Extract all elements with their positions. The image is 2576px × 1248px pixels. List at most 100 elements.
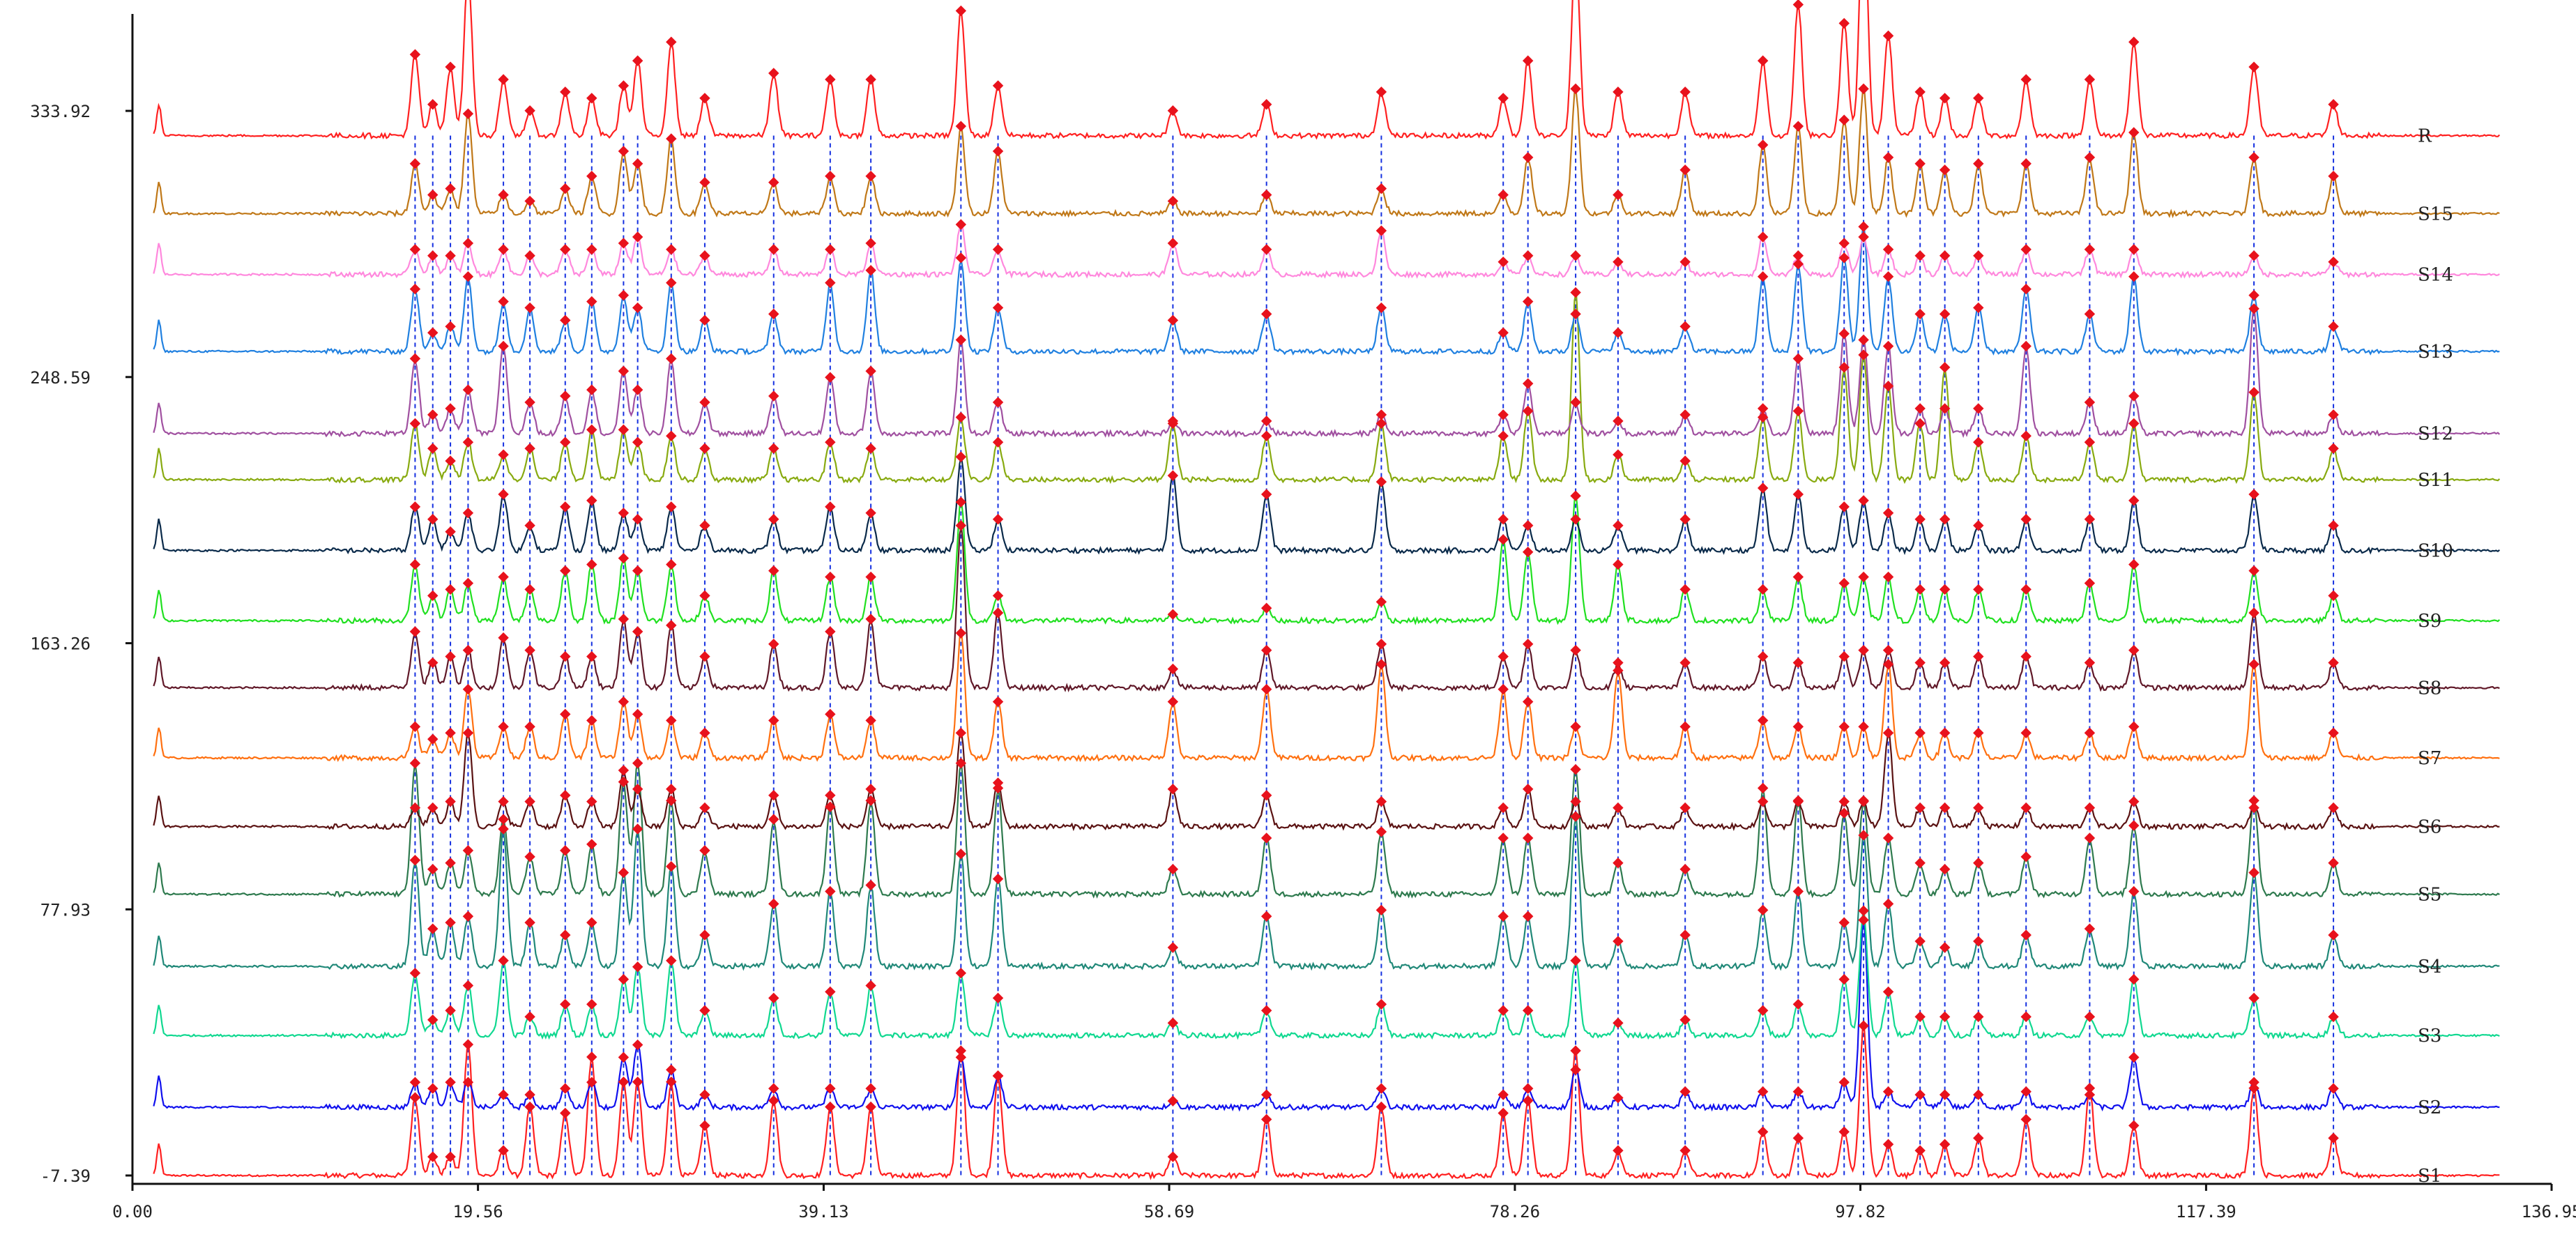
peak-marker-S13-11 — [699, 314, 710, 326]
peak-marker-S15-19 — [1375, 183, 1387, 195]
peak-marker-S4-17 — [1167, 942, 1179, 953]
peak-marker-S15-17 — [1167, 195, 1179, 207]
peak-marker-S3-30 — [1914, 1011, 1926, 1023]
peak-marker-S4-22 — [1570, 811, 1581, 822]
peak-marker-S13-37 — [2328, 321, 2339, 332]
peak-marker-S10-11 — [699, 519, 710, 531]
peak-marker-S4-37 — [2328, 929, 2339, 941]
peak-marker-S2-28 — [1858, 914, 1869, 926]
peak-marker-S8-19 — [1375, 639, 1387, 650]
peak-marker-S14-2 — [445, 250, 456, 261]
peak-marker-S8-36 — [2248, 607, 2259, 618]
peak-marker-S15-3 — [462, 108, 474, 119]
peak-marker-S8-3 — [462, 644, 474, 656]
peak-marker-S14-24 — [1679, 256, 1691, 268]
peak-marker-S5-4 — [498, 814, 509, 825]
peak-marker-S15-1 — [427, 189, 439, 201]
peak-marker-S9-9 — [632, 565, 643, 577]
peak-marker-S15-21 — [1522, 152, 1534, 163]
peak-marker-S6-33 — [2020, 802, 2032, 814]
peak-marker-S4-21 — [1522, 911, 1534, 922]
peak-marker-S10-19 — [1375, 476, 1387, 487]
peak-marker-S2-12 — [768, 1083, 779, 1094]
peak-marker-S12-8 — [618, 365, 630, 376]
peak-marker-S8-32 — [1973, 650, 1984, 662]
peak-marker-S7-29 — [1882, 659, 1894, 670]
peak-marker-S5-6 — [560, 845, 571, 856]
peak-marker-S13-29 — [1882, 271, 1894, 282]
y-tick-label-1: 77.93 — [40, 900, 91, 920]
peak-marker-S11-10 — [666, 430, 677, 442]
peak-marker-S15-6 — [560, 183, 571, 195]
peak-marker-R-37 — [2328, 99, 2339, 110]
peak-marker-S12-32 — [1973, 403, 1984, 414]
peak-marker-S10-33 — [2020, 514, 2032, 525]
series-label-S5: S5 — [2418, 885, 2441, 906]
peak-marker-S14-13 — [825, 244, 836, 255]
peak-marker-S3-17 — [1167, 1017, 1179, 1028]
peak-marker-S3-16 — [992, 992, 1004, 1004]
peak-marker-S4-10 — [666, 860, 677, 872]
peak-marker-S1-22 — [1570, 1045, 1581, 1056]
peak-marker-S13-1 — [427, 327, 439, 338]
peak-marker-S1-29 — [1882, 1139, 1894, 1150]
peak-marker-S5-15 — [955, 757, 967, 769]
peak-marker-S11-33 — [2020, 430, 2032, 442]
peak-marker-S11-4 — [498, 449, 509, 460]
peak-marker-S11-28 — [1858, 349, 1869, 360]
peak-marker-R-35 — [2128, 36, 2140, 47]
peak-marker-S9-26 — [1792, 571, 1804, 583]
peak-marker-S2-26 — [1792, 1086, 1804, 1097]
peak-marker-S2-15 — [955, 1051, 967, 1063]
peak-marker-S8-34 — [2084, 657, 2096, 669]
peak-marker-S4-19 — [1375, 904, 1387, 916]
peak-marker-S1-8 — [618, 1076, 630, 1088]
peak-marker-S8-4 — [498, 632, 509, 644]
peak-marker-S8-23 — [1613, 657, 1624, 669]
peak-marker-S15-28 — [1858, 83, 1869, 95]
peak-marker-S13-19 — [1375, 302, 1387, 314]
peak-marker-S14-12 — [768, 244, 779, 255]
peak-marker-S12-2 — [445, 403, 456, 414]
peak-marker-S13-17 — [1167, 314, 1179, 326]
peak-marker-S11-34 — [2084, 436, 2096, 448]
peak-marker-S2-9 — [632, 1039, 643, 1051]
peak-marker-S11-22 — [1570, 287, 1581, 298]
peak-marker-R-11 — [699, 93, 710, 104]
peak-marker-S12-27 — [1838, 328, 1850, 340]
peak-marker-S3-8 — [618, 973, 630, 985]
peak-marker-S9-32 — [1973, 584, 1984, 595]
peak-marker-S2-5 — [524, 1089, 535, 1100]
peak-marker-S2-20 — [1497, 1089, 1509, 1100]
peak-marker-S15-24 — [1679, 164, 1691, 176]
peak-marker-S5-24 — [1679, 864, 1691, 875]
peak-marker-S4-27 — [1838, 917, 1850, 928]
peak-marker-S14-18 — [1260, 244, 1272, 255]
peak-marker-S7-5 — [524, 721, 535, 732]
peak-marker-S14-8 — [618, 238, 630, 249]
peak-marker-S4-24 — [1679, 929, 1691, 941]
peak-marker-S13-22 — [1570, 308, 1581, 320]
peak-marker-S9-35 — [2128, 558, 2140, 570]
peak-marker-S6-26 — [1792, 796, 1804, 807]
peak-marker-S6-29 — [1882, 727, 1894, 738]
peak-marker-S14-26 — [1792, 250, 1804, 261]
peak-marker-S7-10 — [666, 715, 677, 726]
peak-marker-S13-27 — [1838, 252, 1850, 264]
peak-marker-S1-23 — [1613, 1145, 1624, 1156]
peak-marker-S1-19 — [1375, 1101, 1387, 1113]
trace-S3 — [153, 913, 2500, 1040]
peak-marker-S15-2 — [445, 183, 456, 195]
peak-marker-S13-16 — [992, 302, 1004, 314]
peak-marker-S7-1 — [427, 733, 439, 745]
peak-marker-S11-29 — [1882, 381, 1894, 392]
peak-marker-S5-9 — [632, 757, 643, 769]
peak-marker-S11-2 — [445, 455, 456, 466]
peak-marker-S5-18 — [1260, 832, 1272, 844]
trace-S5 — [153, 761, 2500, 899]
peak-marker-S2-13 — [825, 1083, 836, 1094]
peak-marker-S9-12 — [768, 565, 779, 577]
trace-S1 — [153, 1026, 2500, 1180]
peak-marker-S3-20 — [1497, 1005, 1509, 1017]
peak-marker-R-23 — [1613, 86, 1624, 98]
